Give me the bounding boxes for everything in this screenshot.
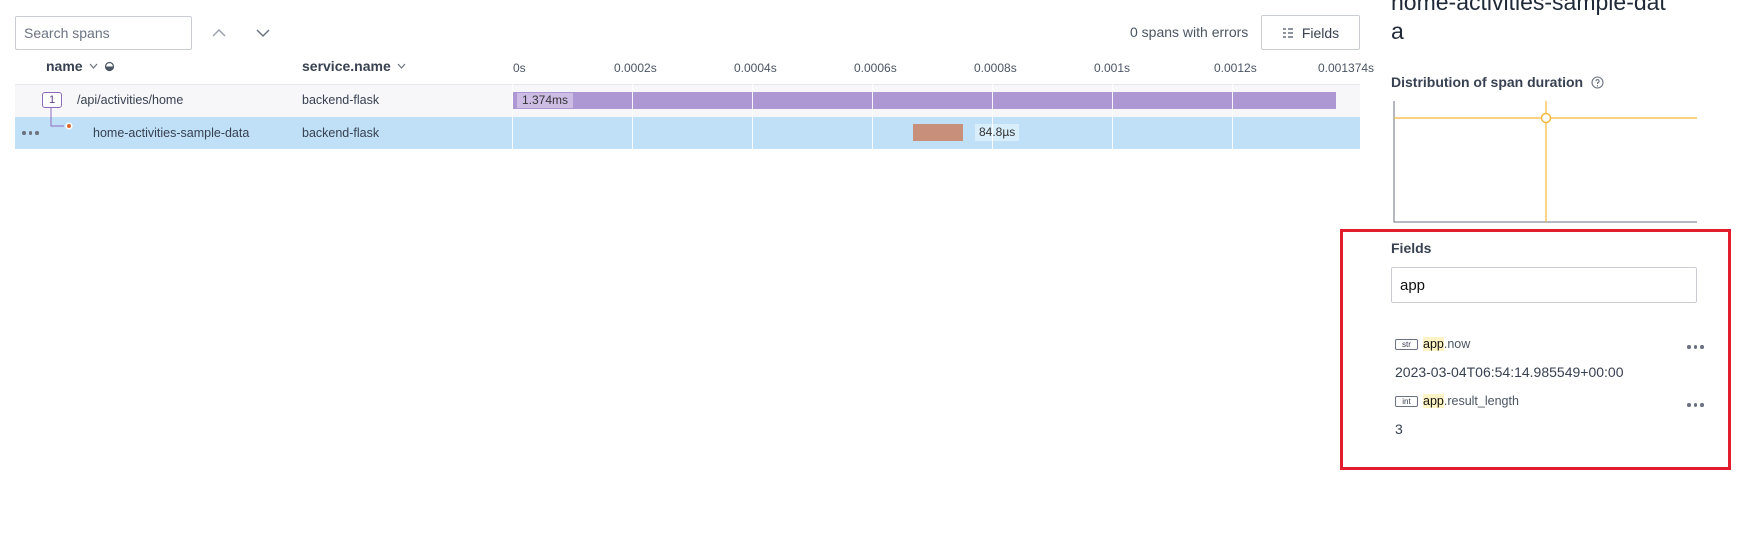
- grid-line: [632, 84, 633, 150]
- span-duration-label: 84.8µs: [975, 124, 1020, 141]
- selected-span-point: [1540, 112, 1552, 124]
- grid-line: [872, 84, 873, 150]
- time-tick: 0s: [513, 61, 526, 75]
- field-type-badge: str: [1395, 338, 1418, 350]
- field-name-row: str app.now: [1395, 337, 1470, 351]
- field-type-badge: int: [1395, 395, 1418, 407]
- sort-chevron-icon: [89, 63, 98, 69]
- half-circle-icon[interactable]: [104, 61, 115, 72]
- time-tick: 0.0008s: [974, 61, 1017, 75]
- span-service: backend-flask: [302, 126, 380, 140]
- grid-line: [752, 84, 753, 150]
- span-name: /api/activities/home: [77, 93, 184, 107]
- grid-line: [992, 84, 993, 150]
- span-row-selected[interactable]: [15, 117, 1360, 149]
- time-tick: 0.0002s: [614, 61, 657, 75]
- span-name: home-activities-sample-data: [93, 126, 250, 140]
- field-value: 2023-03-04T06:54:14.985549+00:00: [1395, 364, 1624, 380]
- help-icon[interactable]: [1591, 75, 1604, 89]
- grid-line: [1112, 84, 1113, 150]
- span-duration-label: 1.374ms: [517, 93, 574, 108]
- span-duration-distribution-chart[interactable]: [1393, 101, 1697, 223]
- highlight-box: [1340, 229, 1731, 470]
- fields-button-label: Fields: [1301, 24, 1340, 41]
- sort-chevron-icon: [397, 63, 406, 69]
- next-match-button[interactable]: [250, 20, 276, 46]
- columns-icon: [1282, 27, 1293, 38]
- chevron-up-icon: [212, 28, 226, 37]
- service-column-label: service.name: [302, 58, 391, 74]
- tree-connector: [50, 108, 73, 130]
- distribution-header: Distribution of span duration: [1391, 74, 1604, 90]
- time-tick: 0.0006s: [854, 61, 897, 75]
- time-tick: 0.001s: [1094, 61, 1131, 75]
- span-duration-bar[interactable]: 1.374ms: [513, 92, 1336, 109]
- fields-heading: Fields: [1391, 240, 1432, 256]
- distribution-label: Distribution of span duration: [1391, 74, 1584, 90]
- field-name-row: int app.result_length: [1395, 394, 1519, 408]
- time-tick: 0.0004s: [734, 61, 777, 75]
- field-value: 3: [1395, 421, 1403, 437]
- service-column-header[interactable]: service.name: [302, 58, 406, 74]
- child-count-badge[interactable]: 1: [42, 92, 62, 108]
- chevron-down-icon: [256, 29, 270, 38]
- row-actions-button[interactable]: [22, 131, 39, 135]
- field-name: app.now: [1423, 337, 1471, 351]
- span-service: backend-flask: [302, 93, 380, 107]
- search-spans-input[interactable]: [15, 16, 192, 50]
- field-actions-button[interactable]: [1687, 403, 1704, 407]
- name-column-header[interactable]: name: [46, 58, 115, 74]
- fields-filter-input[interactable]: [1391, 267, 1697, 303]
- previous-match-button[interactable]: [206, 20, 232, 46]
- span-duration-bar[interactable]: [913, 124, 963, 141]
- name-column-label: name: [46, 58, 83, 74]
- grid-line: [512, 84, 513, 150]
- time-tick: 0.001374s: [1318, 61, 1375, 75]
- errors-count: 0 spans with errors: [1130, 24, 1249, 40]
- field-name: app.result_length: [1423, 394, 1519, 408]
- grid-line: [1232, 84, 1233, 150]
- field-actions-button[interactable]: [1687, 345, 1704, 349]
- span-detail-title: home-activities-sample-dat a: [1391, 0, 1666, 44]
- fields-button[interactable]: Fields: [1261, 15, 1360, 50]
- time-tick: 0.0012s: [1214, 61, 1257, 75]
